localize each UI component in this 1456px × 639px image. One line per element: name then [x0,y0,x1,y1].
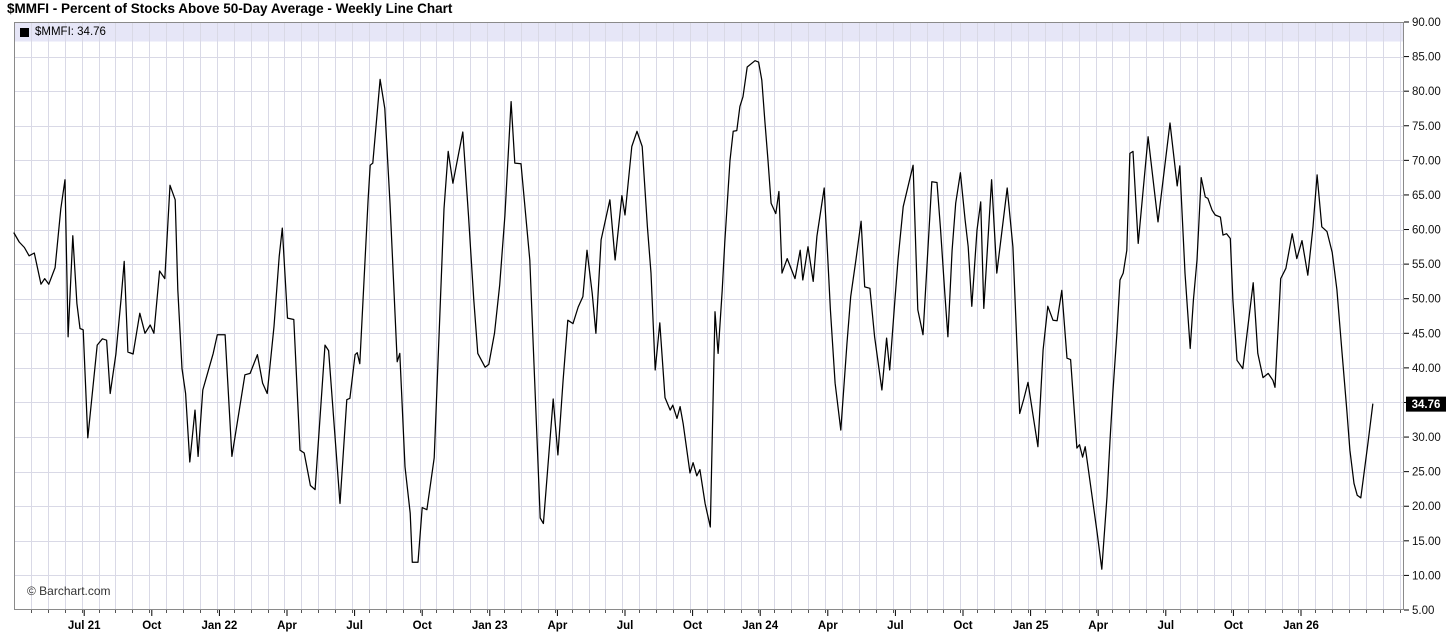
series-swatch-icon [20,27,29,37]
y-tick-label: 65.00 [1412,190,1441,202]
x-tick-label: Oct [142,620,161,632]
x-tick-label: Apr [277,620,297,632]
barchart-watermark: © Barchart.com [27,584,111,598]
x-tick-label: Jan 26 [1283,620,1319,632]
y-tick-label: 60.00 [1412,225,1441,237]
x-tick-label: Jan 25 [1013,620,1049,632]
y-tick-label: 80.00 [1412,86,1441,98]
y-tick-label: 25.00 [1412,467,1441,479]
x-tick-label: Oct [1224,620,1243,632]
y-tick-label: 15.00 [1412,536,1441,548]
y-tick-label: 45.00 [1412,328,1441,340]
x-tick-label: Oct [413,620,432,632]
y-tick-label: 30.00 [1412,432,1441,444]
x-tick-label: Oct [683,620,702,632]
y-tick-label: 50.00 [1412,294,1441,306]
y-tick-label: 20.00 [1412,501,1441,513]
y-tick-label: 75.00 [1412,121,1441,133]
y-tick-label: 85.00 [1412,52,1441,64]
legend-label: $MMFI: 34.76 [35,26,106,38]
legend-strip [14,22,1404,42]
y-tick-label: 90.00 [1412,17,1441,29]
x-tick-label: Jan 24 [742,620,778,632]
x-tick-label: Jan 22 [201,620,237,632]
y-tick-label: 40.00 [1412,363,1441,375]
y-tick-label: 5.00 [1412,605,1434,617]
x-tick-label: Jul 21 [68,620,101,632]
x-tick-label: Apr [1088,620,1108,632]
last-value-badge [1406,396,1446,412]
y-tick-label: 55.00 [1412,259,1441,271]
x-axis: Jul 21 Oct Jan 22 Apr Jul Oct Jan 23 Apr Jul Oct J… [31,610,1401,632]
y-tick-label: 10.00 [1412,570,1441,582]
x-tick-label: Jan 23 [472,620,508,632]
x-tick-label: Jul [617,620,634,632]
legend: $MMFI: 34.76 [20,26,106,38]
x-tick-label: Jul [887,620,904,632]
x-tick-label: Jul [346,620,363,632]
x-tick-label: Oct [953,620,972,632]
vertical-gridlines [31,22,1401,610]
y-axis: 90.00 85.00 80.00 75.00 70.00 65.00 60.00 55.00… [1404,17,1441,617]
chart-frame [14,22,1404,610]
y-tick-label: 70.00 [1412,155,1441,167]
x-tick-label: Apr [818,620,838,632]
last-value-badge-text: 34.76 [1412,399,1441,411]
horizontal-gridlines [14,57,1404,576]
x-tick-label: Apr [547,620,567,632]
page-title: $MMFI - Percent of Stocks Above 50-Day A… [7,1,453,16]
x-tick-label: Jul [1157,620,1174,632]
price-line [13,60,1374,570]
